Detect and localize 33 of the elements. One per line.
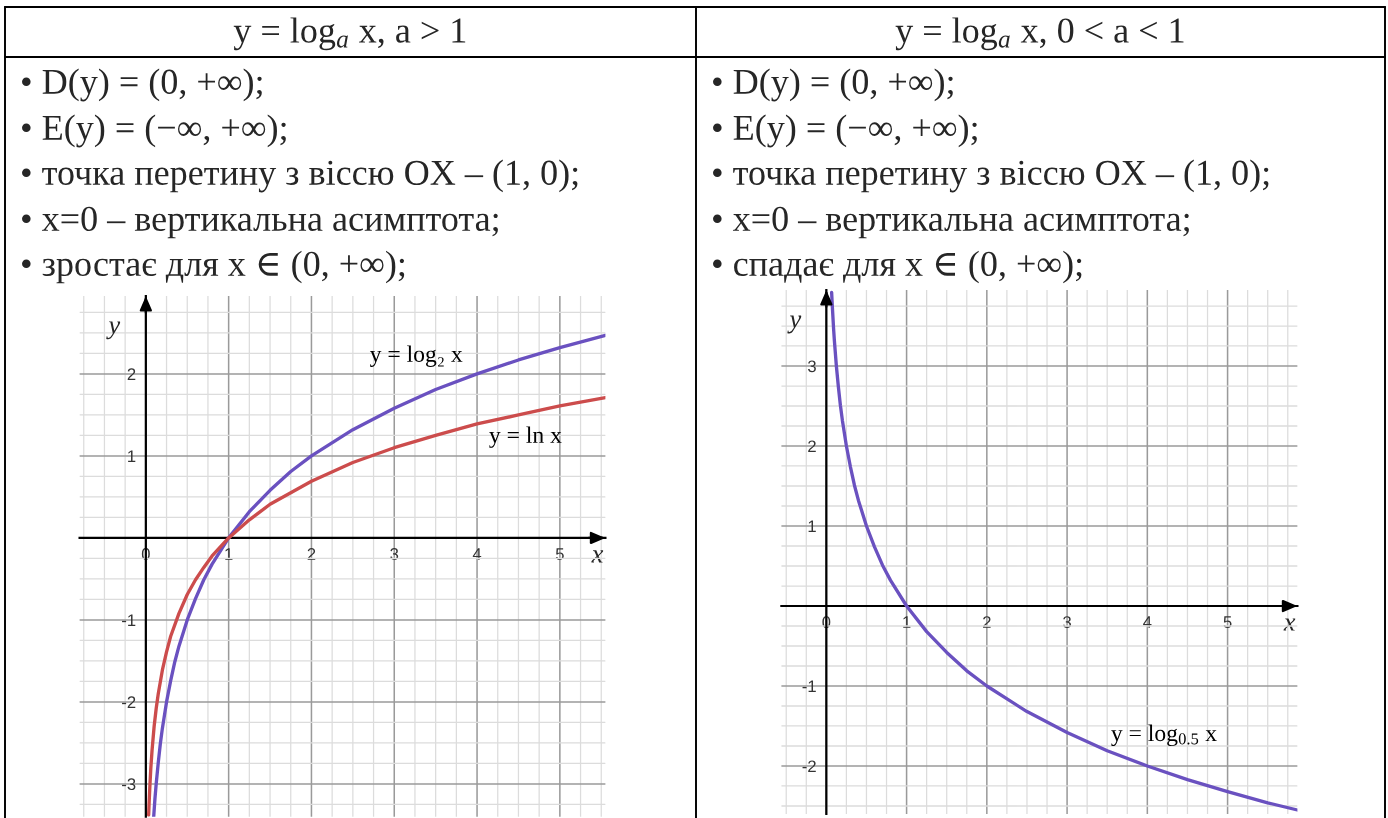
text: • x=0 – вертикальна асимптота;: [22, 206, 498, 239]
text: • E(y) = (−∞, +∞);: [713, 114, 977, 148]
text: • спадає для x ∈ (0, +∞);: [713, 250, 1082, 284]
x-tick-label: 4: [1143, 616, 1152, 628]
chart-title: y = log$_{a}$ x, a > 1: [233, 17, 466, 51]
series-label: y = log₂ x: [369, 345, 463, 367]
y-tick-label: -2: [122, 696, 136, 708]
text: • точка перетину з віссю OX – (1, 0);: [713, 159, 1269, 193]
text: • зростає для x ∈ (0, +∞);: [22, 250, 405, 284]
text: • D(y) = (0, +∞);: [713, 68, 953, 102]
y-axis-title: y: [787, 315, 802, 334]
text: • точка перетину з віссю OX – (1, 0);: [22, 159, 578, 193]
y-tick-label: 2: [127, 368, 136, 380]
y-tick-label: -1: [122, 614, 136, 626]
x-tick-label: 1: [903, 616, 911, 628]
series-label: y = log$_{0.5}$ x: [1111, 724, 1217, 747]
y-tick-label: -3: [122, 778, 136, 791]
text: • x=0 – вертикальна асимптота;: [713, 206, 1189, 239]
series-label: y = ln x: [489, 426, 562, 448]
chart-title: y = log$_{a}$ x, 0 < a < 1: [895, 17, 1184, 51]
x-tick-label: 2: [983, 616, 991, 628]
x-axis-title: x: [1283, 618, 1296, 631]
y-tick-label: -2: [802, 760, 816, 773]
y-tick-label: -1: [802, 680, 816, 693]
y-axis-title: y: [106, 321, 121, 340]
y-tick-label: 1: [808, 520, 816, 533]
text: • D(y) = (0, +∞);: [22, 68, 262, 102]
text: • E(y) = (−∞, +∞);: [22, 114, 286, 148]
x-tick-label: 5: [1223, 616, 1232, 628]
x-tick-label: 3: [1063, 616, 1071, 628]
y-tick-label: 1: [128, 450, 136, 462]
y-tick-label: 3: [807, 360, 816, 373]
y-tick-label: 2: [808, 440, 816, 453]
